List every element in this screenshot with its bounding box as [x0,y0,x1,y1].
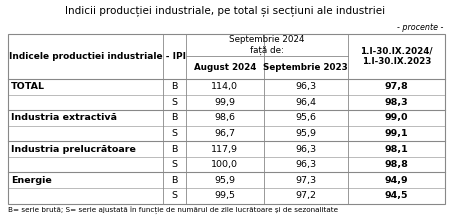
Text: 96,3: 96,3 [295,145,316,154]
Text: B: B [171,145,178,154]
Text: 98,1: 98,1 [384,145,408,154]
Text: 95,9: 95,9 [295,129,316,138]
Text: Industria extractivă: Industria extractivă [11,113,117,122]
Text: S: S [171,191,177,200]
Text: 99,0: 99,0 [385,113,408,122]
Text: 96,3: 96,3 [295,82,316,91]
Text: Industria prelucrătoare: Industria prelucrătoare [11,145,136,154]
Bar [8,141,445,157]
Bar [8,173,445,188]
Text: Septembrie 2024
față de:: Septembrie 2024 față de: [230,35,305,55]
Text: 100,0: 100,0 [212,160,239,169]
Bar [8,79,445,95]
Text: 97,3: 97,3 [295,176,316,185]
Text: B= serie brută; S= serie ajustată în funcție de numărul de zile lucrătoare și de: B= serie brută; S= serie ajustată în fun… [8,206,338,214]
Text: 95,6: 95,6 [295,113,316,122]
Text: S: S [171,98,177,107]
Text: 99,1: 99,1 [384,129,408,138]
Text: S: S [171,129,177,138]
Text: 97,2: 97,2 [295,191,316,200]
Text: S: S [171,160,177,169]
Text: 94,9: 94,9 [384,176,408,185]
Text: B: B [171,176,178,185]
Text: Indicii producției industriale, pe total și secțiuni ale industriei: Indicii producției industriale, pe total… [65,5,385,16]
Text: 97,8: 97,8 [384,82,408,91]
Bar [8,110,445,126]
Text: 98,6: 98,6 [214,113,235,122]
Text: 95,9: 95,9 [214,176,235,185]
Text: B: B [171,113,178,122]
Text: August 2024: August 2024 [194,63,256,72]
Text: B: B [171,82,178,91]
Text: Energie: Energie [11,176,52,185]
Text: 96,4: 96,4 [295,98,316,107]
Text: 98,8: 98,8 [384,160,408,169]
Text: - procente -: - procente - [397,23,444,32]
Text: 96,7: 96,7 [214,129,235,138]
Text: 96,3: 96,3 [295,160,316,169]
Text: 99,9: 99,9 [214,98,235,107]
Text: 94,5: 94,5 [385,191,408,200]
Text: 1.I-30.IX.2024/
1.I-30.IX.2023: 1.I-30.IX.2024/ 1.I-30.IX.2023 [360,46,432,67]
Text: 117,9: 117,9 [212,145,239,154]
Text: TOTAL: TOTAL [11,82,45,91]
Text: 114,0: 114,0 [212,82,239,91]
Text: Septembrie 2023: Septembrie 2023 [263,63,348,72]
Text: 98,3: 98,3 [384,98,408,107]
Text: Indicele productiei industriale - IPI: Indicele productiei industriale - IPI [9,52,185,61]
Text: 99,5: 99,5 [214,191,235,200]
